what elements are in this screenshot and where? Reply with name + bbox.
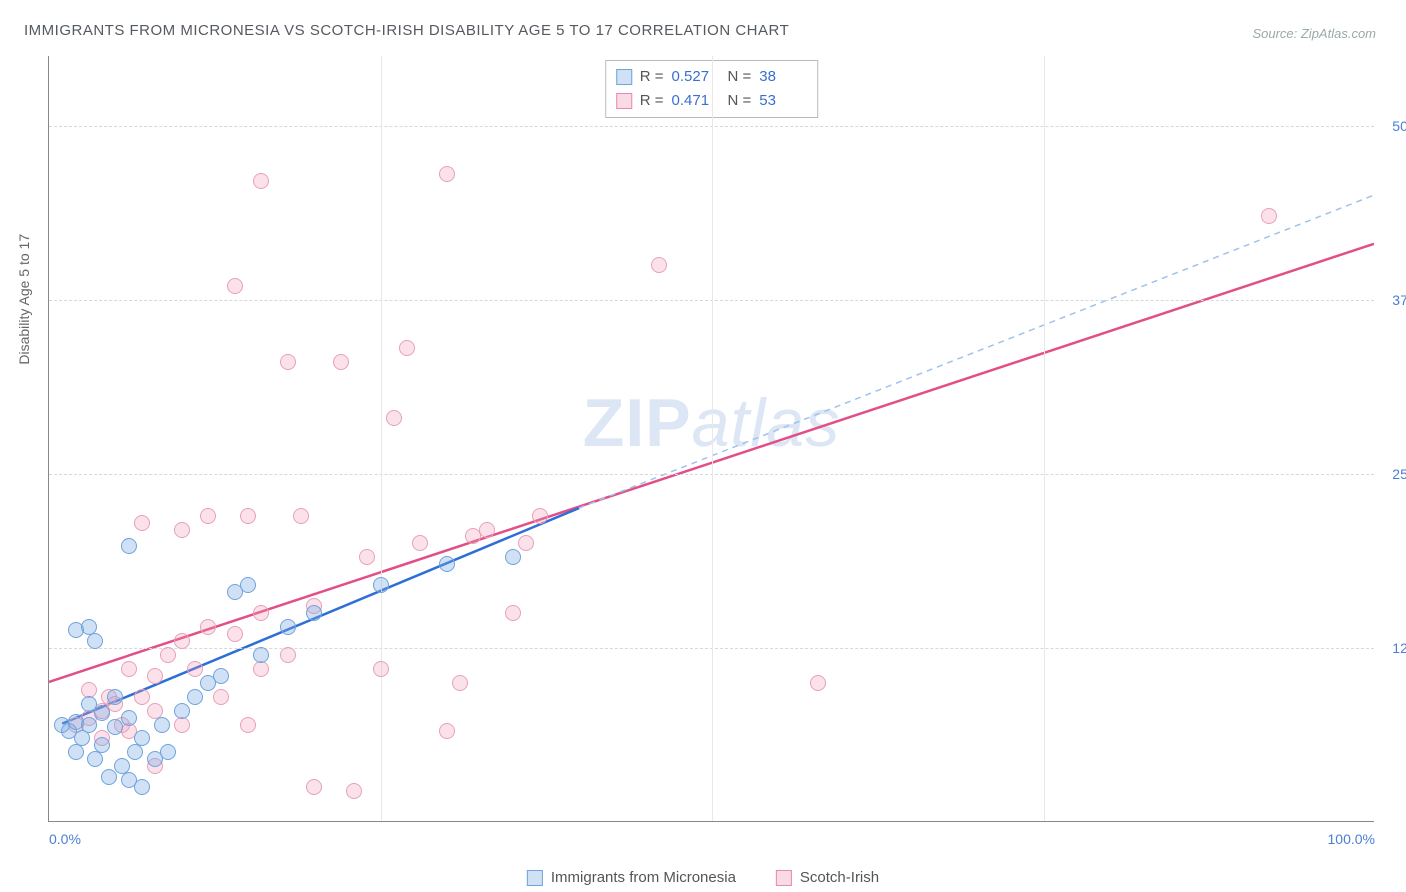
scatter-point-pink <box>213 689 229 705</box>
plot-area: ZIPatlas R = 0.527 N = 38 R = 0.471 N = … <box>48 56 1374 822</box>
scatter-point-pink <box>280 647 296 663</box>
scatter-point-blue <box>121 710 137 726</box>
gridline-v <box>712 56 713 821</box>
scatter-point-pink <box>386 410 402 426</box>
scatter-point-pink <box>280 354 296 370</box>
scatter-point-blue <box>87 633 103 649</box>
scatter-point-pink <box>134 689 150 705</box>
scatter-point-blue <box>134 779 150 795</box>
scatter-point-pink <box>121 661 137 677</box>
y-axis-label: Disability Age 5 to 17 <box>16 234 32 365</box>
scatter-point-pink <box>174 633 190 649</box>
swatch-blue <box>527 870 543 886</box>
scatter-point-blue <box>306 605 322 621</box>
r-label: R = <box>640 89 664 113</box>
scatter-point-blue <box>74 730 90 746</box>
scatter-point-pink <box>373 661 389 677</box>
scatter-point-pink <box>240 717 256 733</box>
scatter-point-blue <box>94 705 110 721</box>
scatter-point-blue <box>68 744 84 760</box>
scatter-point-pink <box>346 783 362 799</box>
source-credit: Source: ZipAtlas.com <box>1252 26 1376 41</box>
scatter-point-pink <box>1261 208 1277 224</box>
scatter-point-blue <box>94 737 110 753</box>
scatter-point-pink <box>532 508 548 524</box>
scatter-point-blue <box>160 744 176 760</box>
scatter-point-pink <box>810 675 826 691</box>
scatter-point-pink <box>200 619 216 635</box>
gridline-v <box>1044 56 1045 821</box>
scatter-point-blue <box>154 717 170 733</box>
n-label: N = <box>728 89 752 113</box>
n-value: 53 <box>759 89 807 113</box>
scatter-point-pink <box>174 522 190 538</box>
scatter-point-pink <box>187 661 203 677</box>
scatter-point-blue <box>280 619 296 635</box>
scatter-point-pink <box>160 647 176 663</box>
scatter-point-blue <box>81 717 97 733</box>
r-label: R = <box>640 65 664 89</box>
scatter-point-pink <box>479 522 495 538</box>
scatter-point-blue <box>121 538 137 554</box>
swatch-blue <box>616 69 632 85</box>
scatter-point-pink <box>134 515 150 531</box>
legend-label: Scotch-Irish <box>800 869 879 886</box>
scatter-point-pink <box>439 166 455 182</box>
scatter-point-blue <box>253 647 269 663</box>
scatter-point-pink <box>518 535 534 551</box>
chart-title: IMMIGRANTS FROM MICRONESIA VS SCOTCH-IRI… <box>24 22 789 39</box>
y-tick-label: 37.5% <box>1382 292 1406 308</box>
scatter-point-pink <box>439 723 455 739</box>
scatter-point-pink <box>412 535 428 551</box>
scatter-point-blue <box>127 744 143 760</box>
scatter-point-pink <box>227 278 243 294</box>
scatter-point-pink <box>399 340 415 356</box>
scatter-point-pink <box>227 626 243 642</box>
watermark-light: atlas <box>692 385 841 461</box>
scatter-point-blue <box>213 668 229 684</box>
scatter-point-pink <box>253 173 269 189</box>
scatter-point-blue <box>439 556 455 572</box>
watermark-bold: ZIP <box>583 385 692 461</box>
scatter-point-blue <box>87 751 103 767</box>
scatter-point-pink <box>359 549 375 565</box>
scatter-point-pink <box>253 605 269 621</box>
scatter-point-pink <box>333 354 349 370</box>
n-value: 38 <box>759 65 807 89</box>
swatch-pink <box>776 870 792 886</box>
y-tick-label: 25.0% <box>1382 466 1406 482</box>
x-tick-label: 0.0% <box>49 831 81 847</box>
legend-label: Immigrants from Micronesia <box>551 869 736 886</box>
scatter-point-pink <box>174 717 190 733</box>
scatter-point-blue <box>174 703 190 719</box>
scatter-point-pink <box>452 675 468 691</box>
gridline-v <box>381 56 382 821</box>
scatter-point-blue <box>134 730 150 746</box>
swatch-pink <box>616 93 632 109</box>
scatter-point-blue <box>505 549 521 565</box>
bottom-legend: Immigrants from Micronesia Scotch-Irish <box>527 869 879 886</box>
scatter-point-blue <box>373 577 389 593</box>
y-tick-label: 12.5% <box>1382 640 1406 656</box>
n-label: N = <box>728 65 752 89</box>
scatter-point-pink <box>293 508 309 524</box>
scatter-point-blue <box>101 769 117 785</box>
scatter-point-pink <box>505 605 521 621</box>
scatter-point-pink <box>200 508 216 524</box>
scatter-point-pink <box>651 257 667 273</box>
scatter-point-pink <box>240 508 256 524</box>
legend-item-blue: Immigrants from Micronesia <box>527 869 736 886</box>
scatter-point-pink <box>306 779 322 795</box>
scatter-point-blue <box>187 689 203 705</box>
y-tick-label: 50.0% <box>1382 118 1406 134</box>
scatter-point-blue <box>240 577 256 593</box>
scatter-point-pink <box>253 661 269 677</box>
x-tick-label: 100.0% <box>1328 831 1375 847</box>
scatter-point-pink <box>147 668 163 684</box>
scatter-point-blue <box>107 689 123 705</box>
legend-item-pink: Scotch-Irish <box>776 869 879 886</box>
